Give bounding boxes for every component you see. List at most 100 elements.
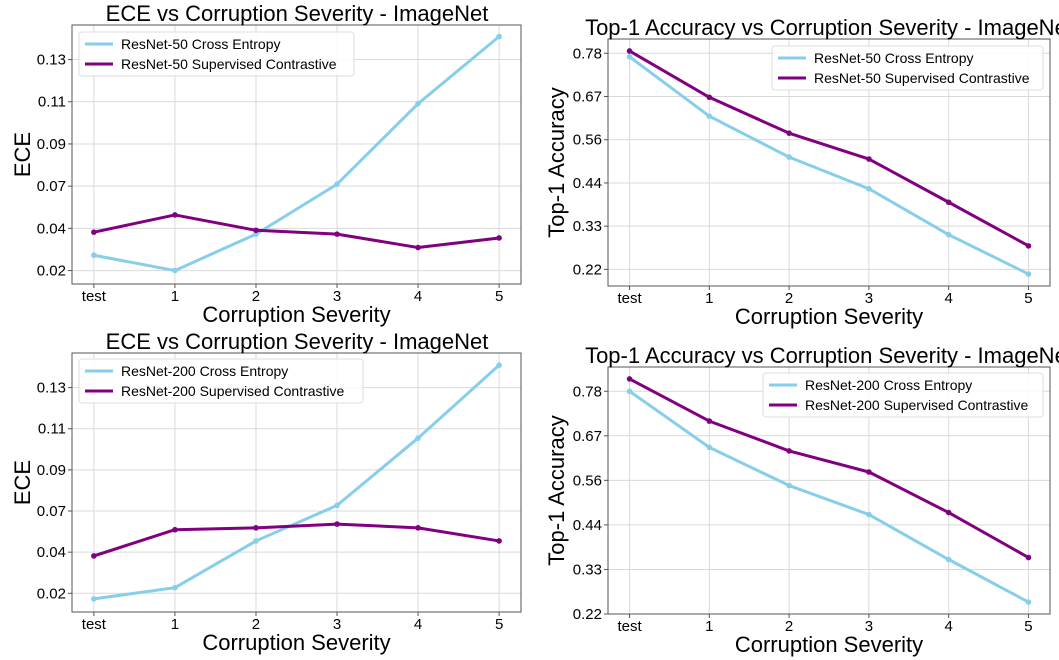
- series-line-2: [93, 522, 500, 558]
- y-tick-label: 0.11: [38, 421, 66, 438]
- data-point: [626, 388, 633, 395]
- data-point: [626, 48, 633, 54]
- y-tick-label: 0.78: [573, 383, 602, 400]
- x-tick-label: 1: [171, 616, 179, 633]
- data-point: [1025, 243, 1032, 249]
- x-tick-label: 4: [414, 288, 422, 305]
- chart-panel-1: 0.02 0.04 0.07 0.09 0.11 0.13 test 1 2 3 4 5 ECE vs …: [10, 1, 522, 327]
- data-point: [786, 154, 792, 160]
- data-point: [253, 525, 259, 531]
- x-tick-label: 2: [785, 618, 793, 635]
- data-point: [496, 362, 502, 368]
- x-tick-label: 5: [1024, 290, 1032, 307]
- x-tick-label: 2: [252, 288, 260, 305]
- data-point: [626, 376, 633, 382]
- chart-panel-2: 0.22 0.33 0.44 0.56 0.67 0.78 test 1 2 3 4 5 Top-1 A…: [544, 15, 1059, 329]
- y-tick-label: 0.02: [37, 263, 66, 280]
- x-axis-label: Corruption Severity: [202, 302, 390, 327]
- data-point: [91, 553, 97, 559]
- data-point: [91, 252, 97, 259]
- y-tick-label: 0.33: [573, 561, 602, 578]
- y-tick-label: 0.44: [573, 517, 602, 534]
- chart-panel-4: 0.22 0.33 0.44 0.56 0.67 0.78 test 1 2 3 4 5 Top-1 A…: [544, 343, 1059, 657]
- y-tick-label: 0.04: [37, 544, 66, 561]
- data-point: [945, 199, 952, 206]
- y-tick-label: 0.04: [37, 220, 66, 237]
- series-line-1: [628, 55, 1030, 276]
- data-point: [706, 113, 713, 119]
- legend-box: [762, 372, 1044, 418]
- y-tick-label: 0.67: [573, 89, 602, 106]
- y-tick-label: 0.11: [38, 94, 66, 111]
- data-point: [626, 53, 633, 60]
- x-tick-label: 5: [495, 288, 503, 305]
- x-tick-label: 3: [333, 288, 341, 305]
- legend-box: [771, 45, 1044, 91]
- x-tick-label: 5: [495, 616, 503, 633]
- x-tick-label: 3: [865, 618, 873, 635]
- y-tick-label: 0.09: [37, 136, 66, 153]
- data-point: [786, 130, 792, 136]
- data-point: [172, 526, 178, 533]
- chart-title: Top-1 Accuracy vs Corruption Severity - …: [585, 15, 1059, 40]
- legend-box: [78, 31, 355, 77]
- data-point: [496, 538, 502, 544]
- legend-label: ResNet-200 Supervised Contrastive: [805, 397, 1029, 413]
- data-point: [866, 511, 872, 518]
- series-line-1: [93, 35, 501, 273]
- y-tick-label: 0.78: [573, 45, 602, 62]
- x-tick-label: test: [82, 616, 107, 633]
- data-point: [1025, 599, 1032, 605]
- data-point: [1025, 271, 1032, 277]
- y-tick-label: 0.09: [37, 462, 66, 479]
- x-axis-label: Corruption Severity: [735, 304, 923, 329]
- x-tick-label: 4: [945, 618, 953, 635]
- y-tick-label: 0.44: [573, 175, 602, 192]
- y-axis-label: ECE: [10, 460, 35, 505]
- chart-title: ECE vs Corruption Severity - ImageNet: [106, 329, 489, 354]
- plot-frame: [71, 24, 522, 285]
- x-tick-label: 1: [705, 290, 713, 307]
- data-point: [253, 231, 259, 237]
- y-tick-label: 0.02: [37, 585, 66, 602]
- legend-label: ResNet-50 Supervised Contrastive: [814, 70, 1030, 86]
- plot-frame: [607, 366, 1051, 615]
- data-point: [334, 181, 340, 188]
- data-point: [172, 267, 178, 274]
- data-point: [1025, 554, 1032, 561]
- data-point: [334, 502, 340, 509]
- x-tick-label: 4: [414, 616, 422, 633]
- legend-label: ResNet-50 Cross Entropy: [121, 36, 281, 52]
- data-point: [706, 418, 713, 424]
- y-axis-label: Top-1 Accuracy: [544, 87, 569, 237]
- legend: ResNet-50 Cross Entropy ResNet-50 Supervi…: [78, 31, 355, 77]
- data-point: [945, 231, 952, 238]
- x-tick-label: 3: [865, 290, 873, 307]
- data-point: [706, 94, 713, 101]
- data-point: [334, 231, 340, 237]
- data-point: [334, 521, 340, 527]
- data-point: [415, 435, 421, 441]
- y-tick-label: 0.22: [573, 261, 602, 278]
- y-tick-label: 0.13: [37, 380, 66, 397]
- legend-label: ResNet-50 Cross Entropy: [814, 50, 974, 66]
- chart-title: ECE vs Corruption Severity - ImageNet: [106, 1, 489, 26]
- y-tick-label: 0.56: [573, 472, 602, 489]
- chart-panel-3: 0.02 0.04 0.07 0.09 0.11 0.13 test 1 2 3 4 5 ECE vs …: [10, 329, 522, 655]
- y-tick-label: 0.22: [573, 606, 602, 623]
- plot-frame: [71, 352, 522, 613]
- data-point: [866, 469, 872, 475]
- y-tick-label: 0.67: [573, 428, 602, 445]
- x-axis-label: Corruption Severity: [735, 632, 923, 657]
- series-line-2: [93, 213, 500, 250]
- series-line-2: [628, 377, 1030, 559]
- x-tick-label: 2: [785, 290, 793, 307]
- legend-label: ResNet-50 Supervised Contrastive: [121, 56, 337, 72]
- x-tick-label: 2: [252, 616, 260, 633]
- data-point: [415, 525, 421, 531]
- x-tick-label: test: [617, 618, 642, 635]
- data-point: [945, 556, 952, 563]
- legend: ResNet-200 Cross Entropy ResNet-200 Super…: [762, 372, 1044, 418]
- data-point: [172, 584, 178, 591]
